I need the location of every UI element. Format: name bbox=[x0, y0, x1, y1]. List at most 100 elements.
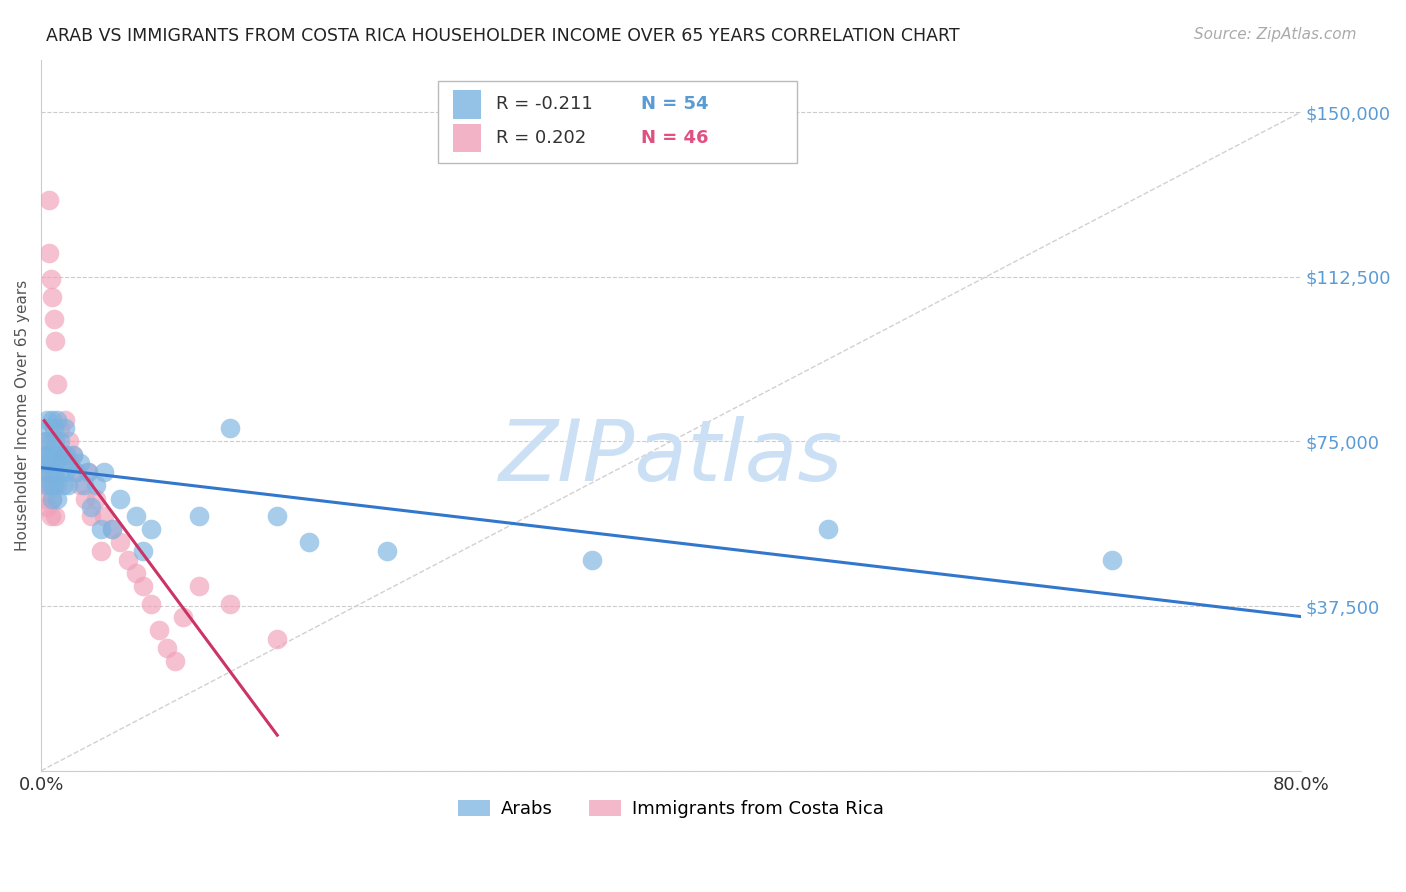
Point bbox=[266, 509, 288, 524]
Point bbox=[58, 434, 80, 449]
Point bbox=[52, 478, 75, 492]
Point bbox=[77, 465, 100, 479]
Point bbox=[44, 465, 66, 479]
Point bbox=[38, 448, 60, 462]
Point bbox=[84, 491, 107, 506]
Point bbox=[132, 579, 155, 593]
Point bbox=[187, 509, 209, 524]
Point bbox=[90, 522, 112, 536]
Point bbox=[117, 553, 139, 567]
Point bbox=[93, 509, 115, 524]
Point bbox=[55, 448, 77, 462]
Point bbox=[41, 491, 63, 506]
Point bbox=[90, 544, 112, 558]
Point bbox=[39, 457, 62, 471]
Point bbox=[93, 465, 115, 479]
Point bbox=[42, 465, 65, 479]
Point bbox=[132, 544, 155, 558]
Point bbox=[45, 448, 67, 462]
Point bbox=[45, 491, 67, 506]
Point bbox=[84, 478, 107, 492]
FancyBboxPatch shape bbox=[437, 81, 797, 162]
Point bbox=[38, 478, 60, 492]
Point bbox=[45, 478, 67, 492]
Point bbox=[65, 465, 87, 479]
Point bbox=[49, 421, 72, 435]
Point bbox=[65, 465, 87, 479]
Point bbox=[49, 465, 72, 479]
Y-axis label: Householder Income Over 65 years: Householder Income Over 65 years bbox=[15, 279, 30, 550]
Point bbox=[266, 632, 288, 646]
Text: N = 54: N = 54 bbox=[641, 95, 709, 113]
Point bbox=[56, 478, 79, 492]
Bar bbox=[453, 124, 481, 152]
Point bbox=[38, 193, 60, 207]
Point bbox=[51, 448, 73, 462]
Text: R = -0.211: R = -0.211 bbox=[496, 95, 592, 113]
Point bbox=[77, 465, 100, 479]
Point bbox=[44, 334, 66, 348]
Point bbox=[35, 448, 58, 462]
Point bbox=[37, 448, 59, 462]
Legend: Arabs, Immigrants from Costa Rica: Arabs, Immigrants from Costa Rica bbox=[450, 793, 891, 826]
Point bbox=[37, 478, 59, 492]
Point bbox=[41, 290, 63, 304]
Point bbox=[1101, 553, 1123, 567]
Point bbox=[75, 491, 97, 506]
Point bbox=[108, 491, 131, 506]
Point bbox=[42, 448, 65, 462]
Point bbox=[44, 509, 66, 524]
Point bbox=[172, 610, 194, 624]
Point bbox=[72, 478, 94, 492]
Point bbox=[817, 522, 839, 536]
Point bbox=[148, 624, 170, 638]
Point bbox=[32, 465, 55, 479]
Point bbox=[35, 478, 58, 492]
Point bbox=[124, 566, 146, 581]
Point bbox=[69, 478, 91, 492]
Point bbox=[80, 509, 103, 524]
Point bbox=[141, 597, 163, 611]
Text: ZIPatlas: ZIPatlas bbox=[499, 417, 844, 500]
Point bbox=[38, 421, 60, 435]
Point bbox=[44, 434, 66, 449]
Point bbox=[41, 491, 63, 506]
Point bbox=[49, 434, 72, 449]
Point bbox=[69, 457, 91, 471]
Point bbox=[156, 640, 179, 655]
Point bbox=[108, 535, 131, 549]
Point bbox=[39, 434, 62, 449]
Point bbox=[219, 597, 242, 611]
Point bbox=[80, 500, 103, 515]
Point bbox=[39, 478, 62, 492]
Point bbox=[38, 465, 60, 479]
Point bbox=[37, 457, 59, 471]
Point bbox=[187, 579, 209, 593]
Point bbox=[32, 491, 55, 506]
Point bbox=[581, 553, 603, 567]
Point bbox=[37, 412, 59, 426]
Point bbox=[45, 412, 67, 426]
Text: R = 0.202: R = 0.202 bbox=[496, 128, 586, 147]
Point bbox=[298, 535, 321, 549]
Point bbox=[219, 421, 242, 435]
Point bbox=[55, 448, 77, 462]
Point bbox=[39, 272, 62, 286]
Point bbox=[32, 465, 55, 479]
Point bbox=[141, 522, 163, 536]
Text: Source: ZipAtlas.com: Source: ZipAtlas.com bbox=[1194, 27, 1357, 42]
Point bbox=[62, 448, 84, 462]
Bar bbox=[453, 90, 481, 119]
Point bbox=[51, 448, 73, 462]
Point bbox=[39, 509, 62, 524]
Point bbox=[35, 434, 58, 449]
Point bbox=[38, 245, 60, 260]
Point bbox=[377, 544, 399, 558]
Point bbox=[101, 522, 124, 536]
Point bbox=[42, 421, 65, 435]
Point bbox=[53, 465, 76, 479]
Point bbox=[101, 522, 124, 536]
Text: N = 46: N = 46 bbox=[641, 128, 709, 147]
Point bbox=[41, 412, 63, 426]
Point bbox=[163, 654, 186, 668]
